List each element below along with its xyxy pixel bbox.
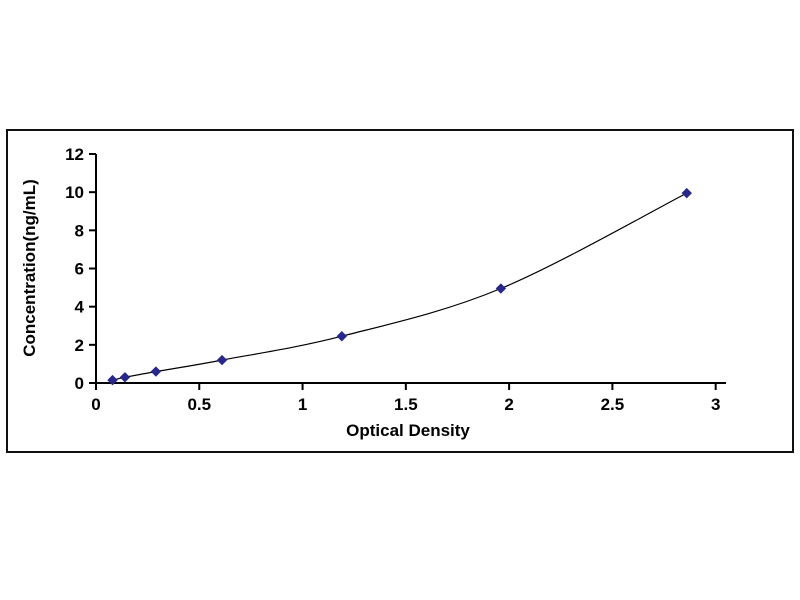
chart-frame: 0 0.5 1 1.5 2 2.5 3 0 2 4 6 8 10 12 Concentration(ng/… — [6, 129, 794, 453]
data-point-marker — [150, 366, 162, 377]
x-axis-title: Optical Density — [346, 421, 470, 440]
y-tick-label: 8 — [75, 221, 84, 240]
data-point-marker — [495, 283, 507, 294]
data-point-marker — [681, 187, 692, 199]
y-tick-label: 0 — [75, 374, 84, 393]
data-point-marker — [119, 372, 131, 383]
x-tick-label: 0 — [91, 395, 100, 414]
x-tick-label: 2 — [504, 395, 513, 414]
data-point-marker — [336, 331, 348, 342]
x-tick-label: 3 — [711, 395, 720, 414]
standard-curve-plot: 0 0.5 1 1.5 2 2.5 3 0 2 4 6 8 10 12 — [65, 145, 726, 414]
y-tick-label: 10 — [65, 183, 84, 202]
data-point-marker — [216, 354, 228, 366]
y-tick-label: 4 — [75, 298, 85, 317]
y-tick-label: 2 — [75, 336, 84, 355]
data-point-marker — [107, 374, 118, 386]
x-tick-label: 1 — [298, 395, 307, 414]
y-axis-title: Concentration(ng/mL) — [20, 179, 39, 357]
curve-line — [112, 192, 688, 381]
x-tick-label: 1.5 — [394, 395, 418, 414]
x-tick-label: 0.5 — [187, 395, 211, 414]
y-tick-label: 12 — [65, 145, 84, 164]
y-tick-label: 6 — [75, 260, 84, 279]
x-tick-label: 2.5 — [601, 395, 625, 414]
